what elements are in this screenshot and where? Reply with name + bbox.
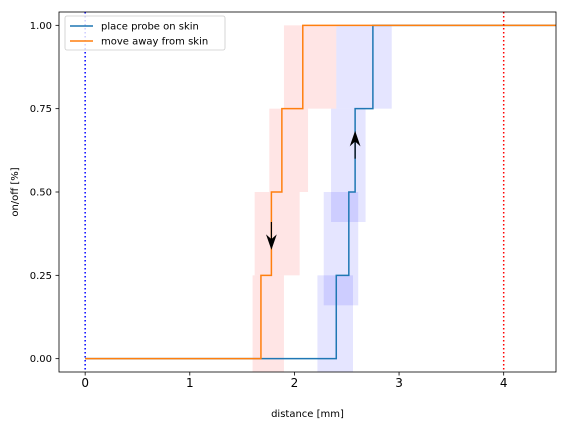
x-tick-label-0: 0 [81, 376, 89, 390]
series-line-1 [85, 24, 556, 360]
y-axis-ticks: 0.00 0.25 0.50 0.75 1.00 [30, 21, 59, 365]
legend-entry-move-away: move away from skin [101, 37, 208, 48]
band-series-0-0 [317, 275, 354, 372]
y-tick-label-2: 0.50 [30, 188, 52, 199]
y-tick-label-1: 0.25 [30, 271, 52, 282]
x-tick-label-3: 3 [395, 376, 403, 390]
arrow-head-0 [349, 130, 361, 147]
x-tick-label-4: 4 [500, 376, 508, 390]
x-axis-label: distance [mm] [271, 409, 344, 420]
reference-lines [84, 12, 505, 372]
series-lines [85, 24, 556, 360]
x-axis-ticks: 0 1 2 3 4 [81, 372, 508, 390]
band-series-1-2 [269, 108, 309, 192]
legend-entry-place-probe: place probe on skin [101, 22, 199, 33]
x-tick-label-2: 2 [291, 376, 299, 390]
x-tick-label-1: 1 [186, 376, 194, 390]
legend: place probe on skin move away from skin [64, 15, 226, 51]
series-line-0 [85, 24, 556, 360]
direction-arrows [266, 130, 361, 250]
confidence-bands [252, 25, 392, 372]
y-axis-label: on/off [%] [10, 167, 21, 216]
band-series-0-1 [323, 192, 359, 306]
band-series-1-3 [283, 25, 337, 109]
band-series-1-0 [252, 275, 284, 372]
band-series-0-3 [336, 25, 392, 109]
y-tick-label-0: 0.00 [30, 354, 52, 365]
arrow-head-1 [266, 234, 277, 250]
legend-box [64, 15, 226, 51]
y-tick-label-4: 1.00 [30, 21, 52, 32]
y-tick-label-3: 0.75 [30, 104, 52, 115]
band-series-1-1 [254, 192, 300, 276]
